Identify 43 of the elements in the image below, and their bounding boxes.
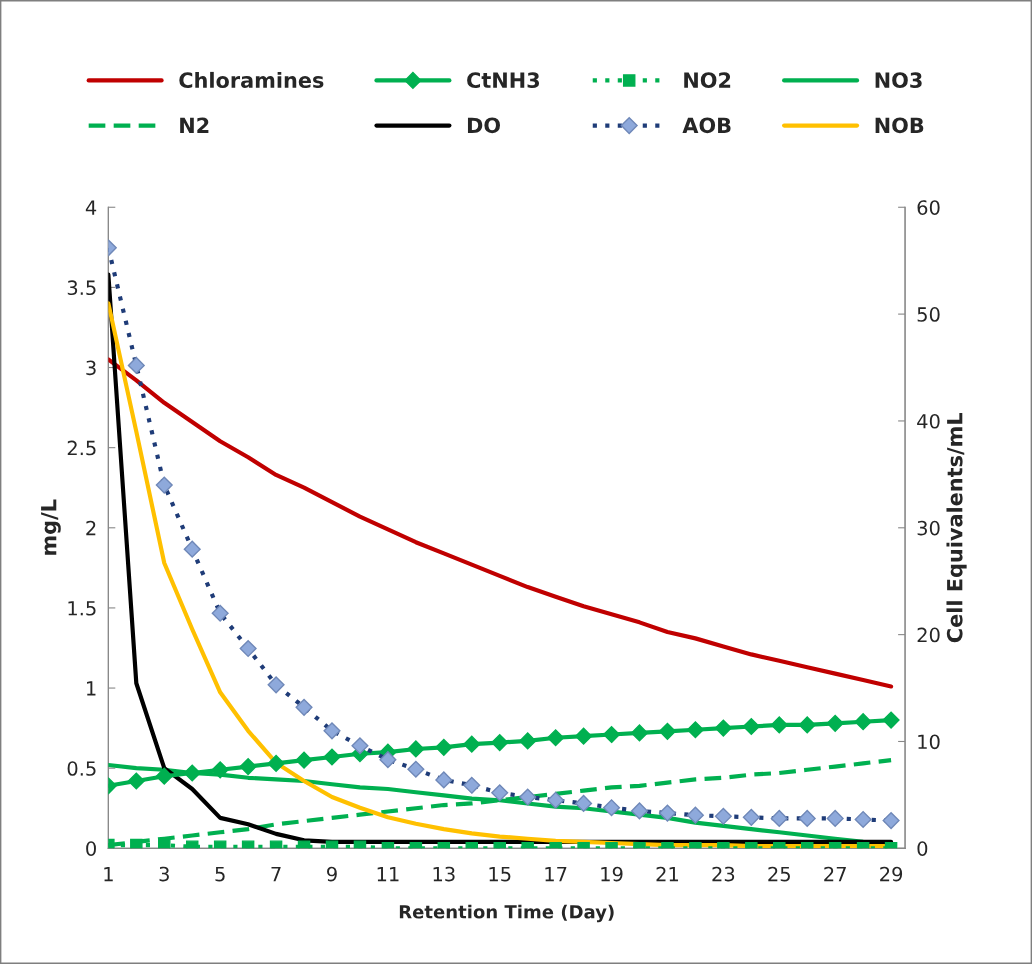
y-tick-label: 2 (86, 520, 96, 536)
x-tick-label: 7 (271, 866, 281, 882)
legend-label: AOB (682, 117, 731, 134)
y-tick-label: 2.5 (67, 440, 96, 456)
x-tick-label: 9 (327, 866, 337, 882)
x-tick-label: 17 (545, 866, 567, 882)
y-tick-label: 3 (86, 360, 96, 376)
x-tick-label: 5 (215, 866, 225, 882)
y-tick-label: 0 (86, 841, 96, 856)
y2-tick-label: 60 (917, 200, 940, 215)
y2-tick-label: 0 (917, 841, 928, 856)
x-tick-label: 21 (656, 866, 679, 882)
x-axis-title: Retention Time (Day) (399, 904, 614, 923)
y-tick-label: 1.5 (68, 601, 96, 616)
x-tick-label: 19 (601, 866, 623, 882)
legend-label: DO (467, 117, 501, 134)
legend-label: NOB (875, 117, 924, 134)
y-tick-label: 0.5 (67, 761, 96, 776)
line-series (108, 357, 894, 689)
x-tick-label: 15 (489, 866, 511, 882)
y2-tick-label: 50 (917, 307, 940, 322)
x-tick-label: 27 (824, 866, 846, 882)
x-tick-label: 3 (159, 866, 169, 882)
x-tick-label: 13 (433, 866, 455, 882)
y2-axis-title: Cell Equivalents/mL (946, 412, 967, 643)
y-axis-title: mg/L (41, 499, 61, 555)
y-tick-label: 3.5 (67, 280, 96, 296)
legend-label: NO2 (684, 72, 731, 89)
y-tick-label: 1 (87, 681, 96, 696)
y-tick-label: 4 (85, 200, 97, 215)
y2-tick-label: 10 (918, 734, 940, 750)
x-tick-label: 11 (377, 866, 399, 882)
y2-tick-label: 20 (917, 627, 940, 643)
x-tick-label: 23 (712, 866, 735, 882)
y2-tick-label: 40 (917, 413, 940, 429)
y2-tick-label: 30 (917, 520, 940, 536)
legend-label: N2 (180, 117, 209, 133)
x-tick-label: 25 (768, 866, 790, 882)
legend-label: NO3 (875, 72, 922, 89)
legend-label: CtNH3 (467, 72, 540, 89)
x-tick-label: 1 (104, 866, 113, 882)
x-tick-label: 29 (880, 866, 903, 882)
legend-label: Chloramines (179, 71, 324, 89)
